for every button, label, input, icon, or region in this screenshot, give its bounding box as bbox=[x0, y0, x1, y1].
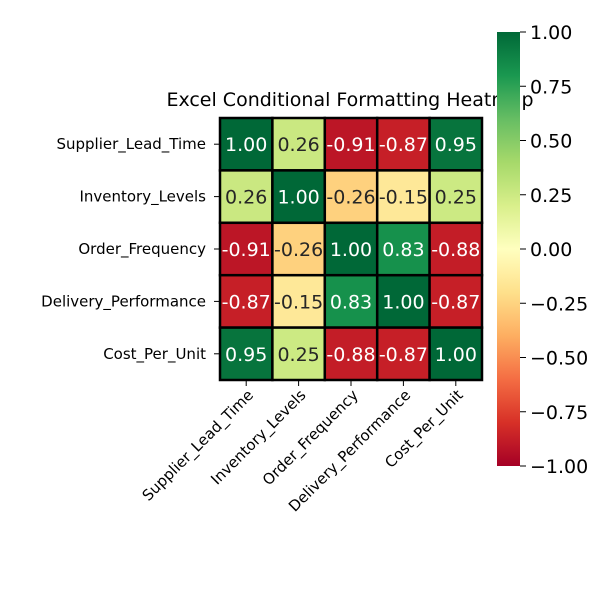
heatmap-cell bbox=[323, 273, 379, 329]
cell-value-label: 0.95 bbox=[435, 134, 477, 156]
colorbar-tick-label: −0.75 bbox=[530, 402, 588, 424]
heatmap-cell bbox=[271, 273, 327, 329]
heatmap-cell bbox=[271, 116, 327, 172]
cell-value-label: 0.95 bbox=[225, 344, 267, 366]
row-tick-label: Inventory_Levels bbox=[79, 188, 206, 207]
heatmap-cell bbox=[375, 273, 431, 329]
colorbar-tick-label: 0.75 bbox=[530, 76, 572, 98]
cell-value-label: -0.15 bbox=[379, 187, 428, 209]
row-tick-label: Order_Frequency bbox=[78, 240, 206, 259]
colorbar-tick-label: −0.25 bbox=[530, 293, 588, 315]
heatmap-cell bbox=[428, 273, 484, 329]
cell-value-label: 0.25 bbox=[277, 344, 319, 366]
cell-value-label: 0.83 bbox=[382, 239, 424, 261]
row-tick-label: Delivery_Performance bbox=[41, 292, 206, 311]
chart-title: Excel Conditional Formatting Heatmap bbox=[166, 89, 533, 111]
heatmap-cell bbox=[428, 169, 484, 225]
cell-value-label: -0.15 bbox=[274, 291, 323, 313]
row-tick-labels: Supplier_Lead_Time Inventory_Levels Order_… bbox=[41, 135, 220, 364]
cell-value-label: -0.87 bbox=[222, 291, 271, 313]
cell-value-label: -0.26 bbox=[326, 187, 375, 209]
cell-value-label: 1.00 bbox=[382, 291, 424, 313]
cell-value-label: -0.91 bbox=[222, 239, 271, 261]
heatmap-cell bbox=[271, 221, 327, 277]
cell-value-label: 1.00 bbox=[225, 134, 267, 156]
cell-value-label: -0.88 bbox=[431, 239, 480, 261]
colorbar: 1.00 0.75 0.50 0.25 0.00 −0.25 −0.50 −0.75 −1.00 bbox=[497, 22, 588, 478]
cell-value-label: -0.87 bbox=[379, 134, 428, 156]
colorbar-gradient bbox=[497, 32, 520, 466]
cell-value-label: -0.87 bbox=[379, 344, 428, 366]
colorbar-tick-label: −1.00 bbox=[530, 456, 588, 478]
heatmap-cell bbox=[218, 326, 274, 382]
colorbar-tick-label: 0.25 bbox=[530, 185, 572, 207]
cell-value-label: -0.91 bbox=[326, 134, 375, 156]
cell-value-label: 1.00 bbox=[435, 344, 477, 366]
heatmap-cell-labels: 1.00 0.26 -0.91 -0.87 0.950.26 1.00 -0.26 -0.15… bbox=[222, 134, 481, 366]
heatmap-cell bbox=[323, 326, 379, 382]
heatmap-cell bbox=[323, 116, 379, 172]
colorbar-tick-label: 0.50 bbox=[530, 131, 572, 153]
cell-value-label: -0.88 bbox=[326, 344, 375, 366]
heatmap-cell bbox=[428, 221, 484, 277]
colorbar-tick-label: 1.00 bbox=[530, 22, 572, 44]
row-tick-label: Supplier_Lead_Time bbox=[56, 135, 206, 154]
cell-value-label: -0.26 bbox=[274, 239, 323, 261]
heatmap-cell bbox=[218, 116, 274, 172]
cell-value-label: 0.26 bbox=[225, 187, 267, 209]
cell-value-label: -0.87 bbox=[431, 291, 480, 313]
heatmap-cells bbox=[218, 116, 484, 382]
heatmap-cell bbox=[428, 326, 484, 382]
cell-value-label: 0.26 bbox=[277, 134, 319, 156]
cell-value-label: 1.00 bbox=[277, 187, 319, 209]
colorbar-tick-label: 0.00 bbox=[530, 239, 572, 261]
cell-value-label: 0.83 bbox=[330, 291, 372, 313]
cell-value-label: 1.00 bbox=[330, 239, 372, 261]
heatmap-cell bbox=[375, 221, 431, 277]
row-tick-label: Cost_Per_Unit bbox=[103, 345, 206, 364]
cell-value-label: 0.25 bbox=[435, 187, 477, 209]
colorbar-tick-label: −0.50 bbox=[530, 348, 588, 370]
heatmap-cell bbox=[323, 169, 379, 225]
